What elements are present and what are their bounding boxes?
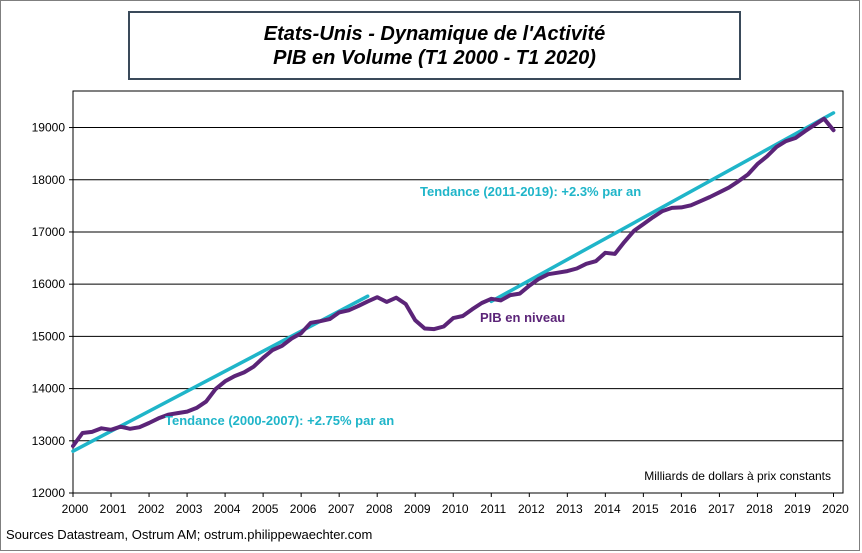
x-tick-label: 2003 (176, 502, 203, 516)
x-tick-label: 2016 (670, 502, 697, 516)
y-tick-label: 12000 (32, 486, 66, 500)
x-tick-label: 2011 (480, 502, 506, 516)
chart-title: Etats-Unis - Dynamique de l'Activité (263, 23, 606, 45)
x-tick-label: 2010 (442, 502, 469, 516)
x-tick-label: 2008 (366, 502, 393, 516)
source-note: Sources Datastream, Ostrum AM; ostrum.ph… (6, 527, 373, 542)
chart-subtitle: PIB en Volume (T1 2000 - T1 2020) (273, 47, 596, 69)
x-tick-label: 2005 (252, 502, 279, 516)
y-axis-tick-labels: 12000 13000 14000 15000 16000 17000 18000 19000 (32, 121, 66, 500)
x-tick-label: 2014 (594, 502, 621, 516)
x-tick-label: 2004 (214, 502, 241, 516)
x-tick-label: 2017 (708, 502, 735, 516)
series-group (71, 111, 836, 453)
x-tick-label: 2018 (746, 502, 773, 516)
series-line-trend-2 (489, 111, 836, 304)
series-line-gdp (71, 116, 836, 448)
annotation-trend-2000-2007: Tendance (2000-2007): +2.75% par an (165, 413, 394, 428)
plot-area (72, 90, 844, 494)
annotation-gdp-level: PIB en niveau (480, 310, 565, 325)
x-tick-label: 2000 (62, 502, 89, 516)
y-tick-label: 13000 (32, 434, 66, 448)
x-tick-label: 2006 (290, 502, 317, 516)
y-tick-label: 16000 (32, 277, 66, 291)
y-tick-label: 18000 (32, 173, 66, 187)
x-axis-tick-labels: 2000 2001 2002 2003 2004 2005 2006 2007 2008 2009… (62, 502, 850, 516)
x-tick-label: 2001 (100, 502, 127, 516)
x-tick-label: 2013 (556, 502, 583, 516)
y-tick-label: 14000 (32, 382, 66, 396)
x-tick-label: 2007 (328, 502, 355, 516)
unit-note: Milliards de dollars à prix constants (644, 469, 831, 483)
y-tick-label: 17000 (32, 225, 66, 239)
title-box: Etats-Unis - Dynamique de l'Activité PIB… (128, 11, 741, 80)
x-tick-label: 2009 (404, 502, 431, 516)
annotation-trend-2011-2019: Tendance (2011-2019): +2.3% par an (420, 184, 641, 199)
y-tick-label: 15000 (32, 329, 66, 343)
x-tick-label: 2019 (784, 502, 811, 516)
y-tick-label: 19000 (32, 121, 66, 135)
x-tick-label: 2015 (632, 502, 659, 516)
x-tick-label: 2020 (822, 502, 849, 516)
x-tick-label: 2012 (518, 502, 545, 516)
x-tick-label: 2002 (138, 502, 165, 516)
